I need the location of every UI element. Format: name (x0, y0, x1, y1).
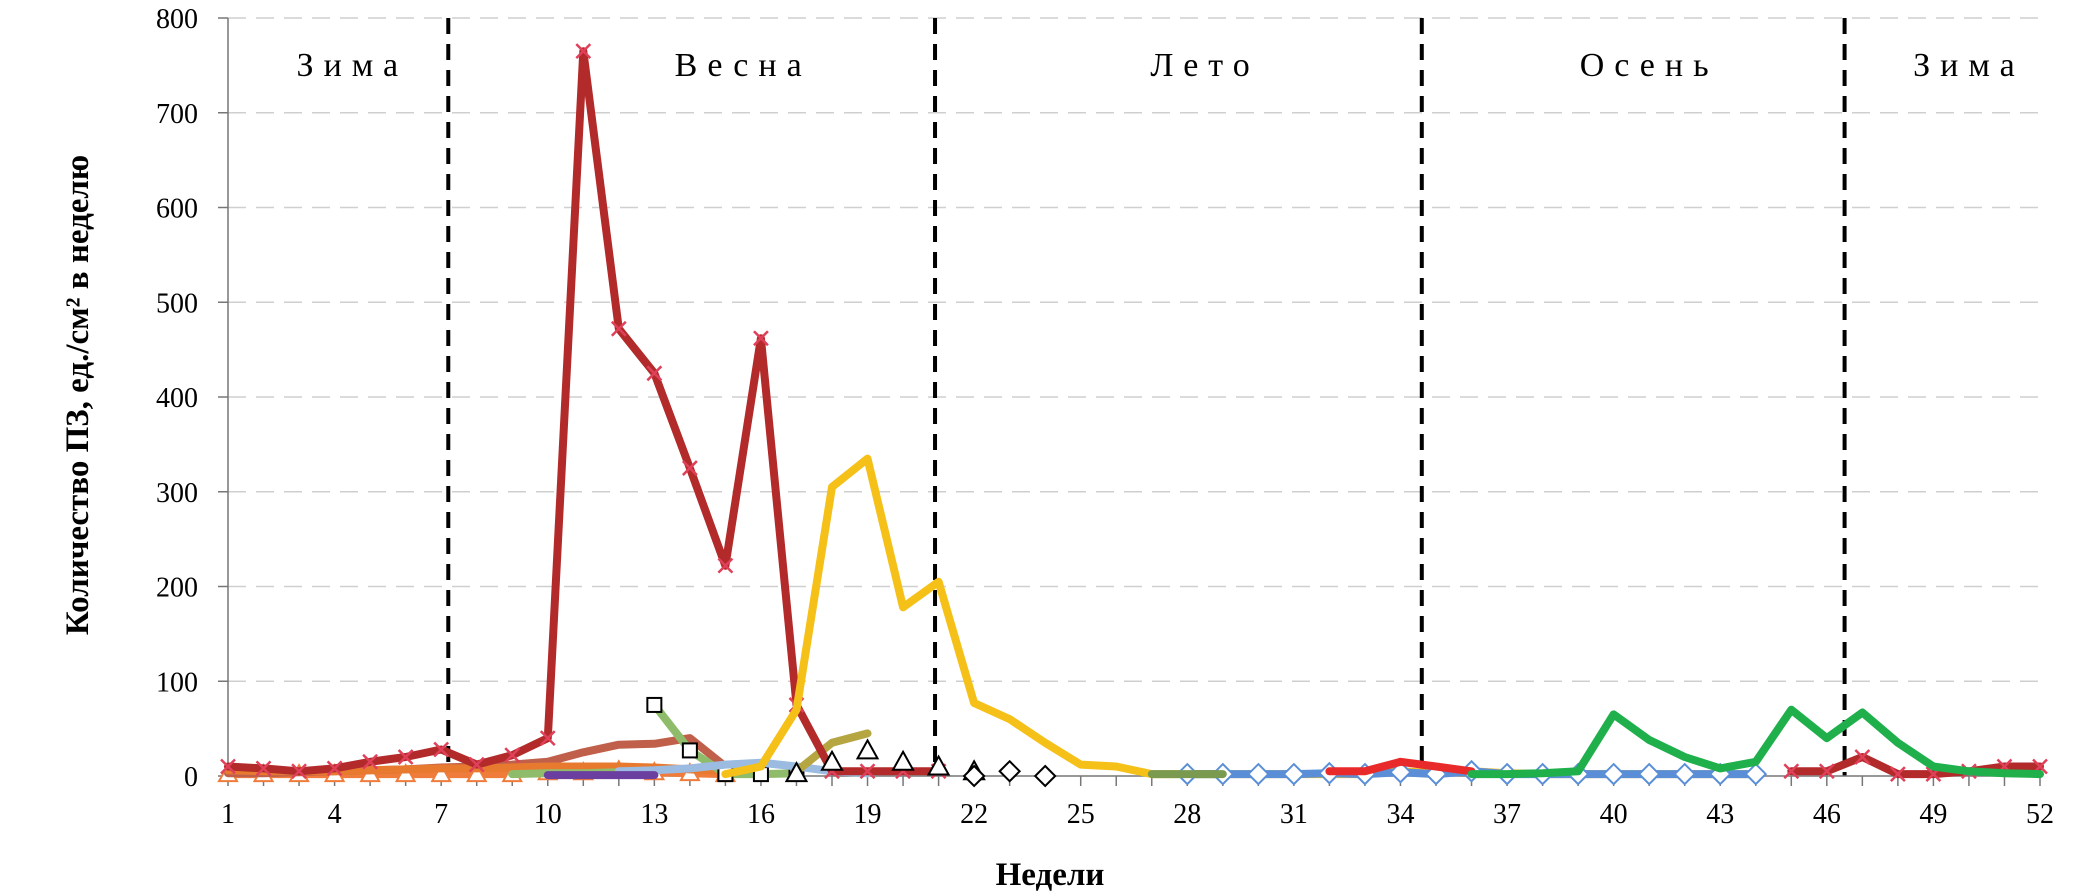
data-point-marker (1744, 762, 1768, 786)
data-point-marker (753, 330, 769, 347)
data-point-marker (465, 763, 488, 783)
data-point-marker (1783, 763, 1800, 780)
series-line (1325, 757, 1476, 776)
data-point-marker (820, 749, 844, 771)
x-tick-label: 28 (1173, 799, 1201, 830)
x-tick-label: 1 (221, 799, 235, 830)
season-label: Зима (1913, 47, 2025, 84)
x-tick-label: 46 (1813, 799, 1841, 830)
data-point-marker (326, 760, 343, 777)
y-tick-label: 0 (184, 762, 198, 793)
y-axis-title: Количество ПЗ, ед./см² в неделю (60, 155, 96, 635)
series (962, 759, 1057, 788)
series (792, 729, 872, 776)
data-point-marker (220, 758, 236, 775)
data-point-marker (362, 753, 379, 770)
data-point-marker (255, 760, 272, 777)
data-point-marker (1602, 762, 1626, 786)
season-labels: Зима Весна Лето Осень Зима (297, 47, 2025, 84)
data-point-marker (433, 741, 450, 758)
x-tick-label: 25 (1067, 799, 1095, 830)
season-boundaries (446, 18, 1847, 776)
data-point-marker (855, 738, 880, 760)
series-line (1787, 753, 2044, 779)
y-tick-label: 200 (156, 573, 198, 604)
data-point-marker (504, 747, 521, 764)
season-label: Осень (1580, 47, 1719, 84)
data-point-marker (1673, 762, 1697, 786)
data-point-marker (717, 557, 734, 574)
data-point-marker (1282, 762, 1306, 786)
data-point-marker (784, 761, 809, 783)
y-tick-label: 700 (156, 99, 198, 130)
x-tick-label: 19 (854, 799, 882, 830)
data-point-marker (891, 749, 915, 771)
series (784, 738, 986, 783)
x-tick-label: 4 (328, 799, 342, 830)
x-tick-label: 7 (434, 799, 448, 830)
series-line (224, 47, 943, 776)
series-line (1467, 705, 2044, 779)
series-line (792, 729, 872, 776)
data-point-marker (1854, 749, 1871, 765)
x-axis-title: Недели (996, 857, 1105, 893)
season-label: Весна (675, 47, 812, 84)
y-tick-labels: 0 100 200 300 400 500 600 700 800 (156, 4, 198, 793)
data-point-marker (926, 754, 951, 776)
data-point-marker (859, 763, 876, 780)
x-tick-label: 31 (1280, 799, 1308, 830)
series-layer (217, 43, 2048, 788)
x-tick-label: 34 (1386, 799, 1414, 830)
data-point-marker (1033, 764, 1057, 788)
data-point-marker (430, 763, 452, 783)
data-point-marker (1818, 763, 1835, 780)
season-label: Лето (1150, 47, 1259, 84)
data-point-marker (610, 320, 627, 337)
series (1467, 705, 2044, 779)
data-point-marker (1889, 766, 1906, 782)
data-point-marker (397, 749, 414, 765)
y-tick-label: 300 (156, 478, 198, 509)
y-tick-label: 500 (156, 288, 198, 319)
season-label: Зима (297, 47, 409, 84)
y-tick-label: 100 (156, 667, 198, 698)
data-point-marker (646, 365, 663, 382)
x-tick-label: 40 (1600, 799, 1628, 830)
x-tick-label: 43 (1706, 799, 1734, 830)
x-tick-label: 16 (747, 799, 775, 830)
x-tick-label: 52 (2026, 799, 2054, 830)
axes (218, 17, 2041, 786)
data-point-marker (468, 756, 485, 773)
data-point-marker (998, 759, 1022, 783)
y-tick-label: 800 (156, 4, 198, 35)
x-tick-labels: 1 4 7 10 13 16 19 22 25 28 31 34 37 40 43 46 49 52 (221, 799, 2054, 830)
x-tick-label: 10 (534, 799, 562, 830)
data-point-marker (962, 764, 986, 788)
series (1325, 757, 1476, 776)
y-tick-label: 400 (156, 383, 198, 414)
data-point-marker (575, 43, 592, 60)
data-point-marker (681, 460, 698, 476)
data-point-marker (681, 742, 698, 759)
data-point-marker (1246, 762, 1270, 786)
x-tick-label: 49 (1919, 799, 1947, 830)
x-tick-label: 22 (960, 799, 988, 830)
data-point-marker (1637, 762, 1661, 786)
series (220, 43, 947, 780)
x-tick-label: 13 (640, 799, 668, 830)
data-point-marker (646, 696, 663, 713)
y-tick-label: 600 (156, 194, 198, 225)
data-point-marker (1389, 760, 1412, 784)
data-point-marker (291, 763, 307, 780)
x-tick-label: 37 (1493, 799, 1521, 830)
data-point-marker (539, 730, 556, 746)
gridlines (228, 17, 2040, 682)
